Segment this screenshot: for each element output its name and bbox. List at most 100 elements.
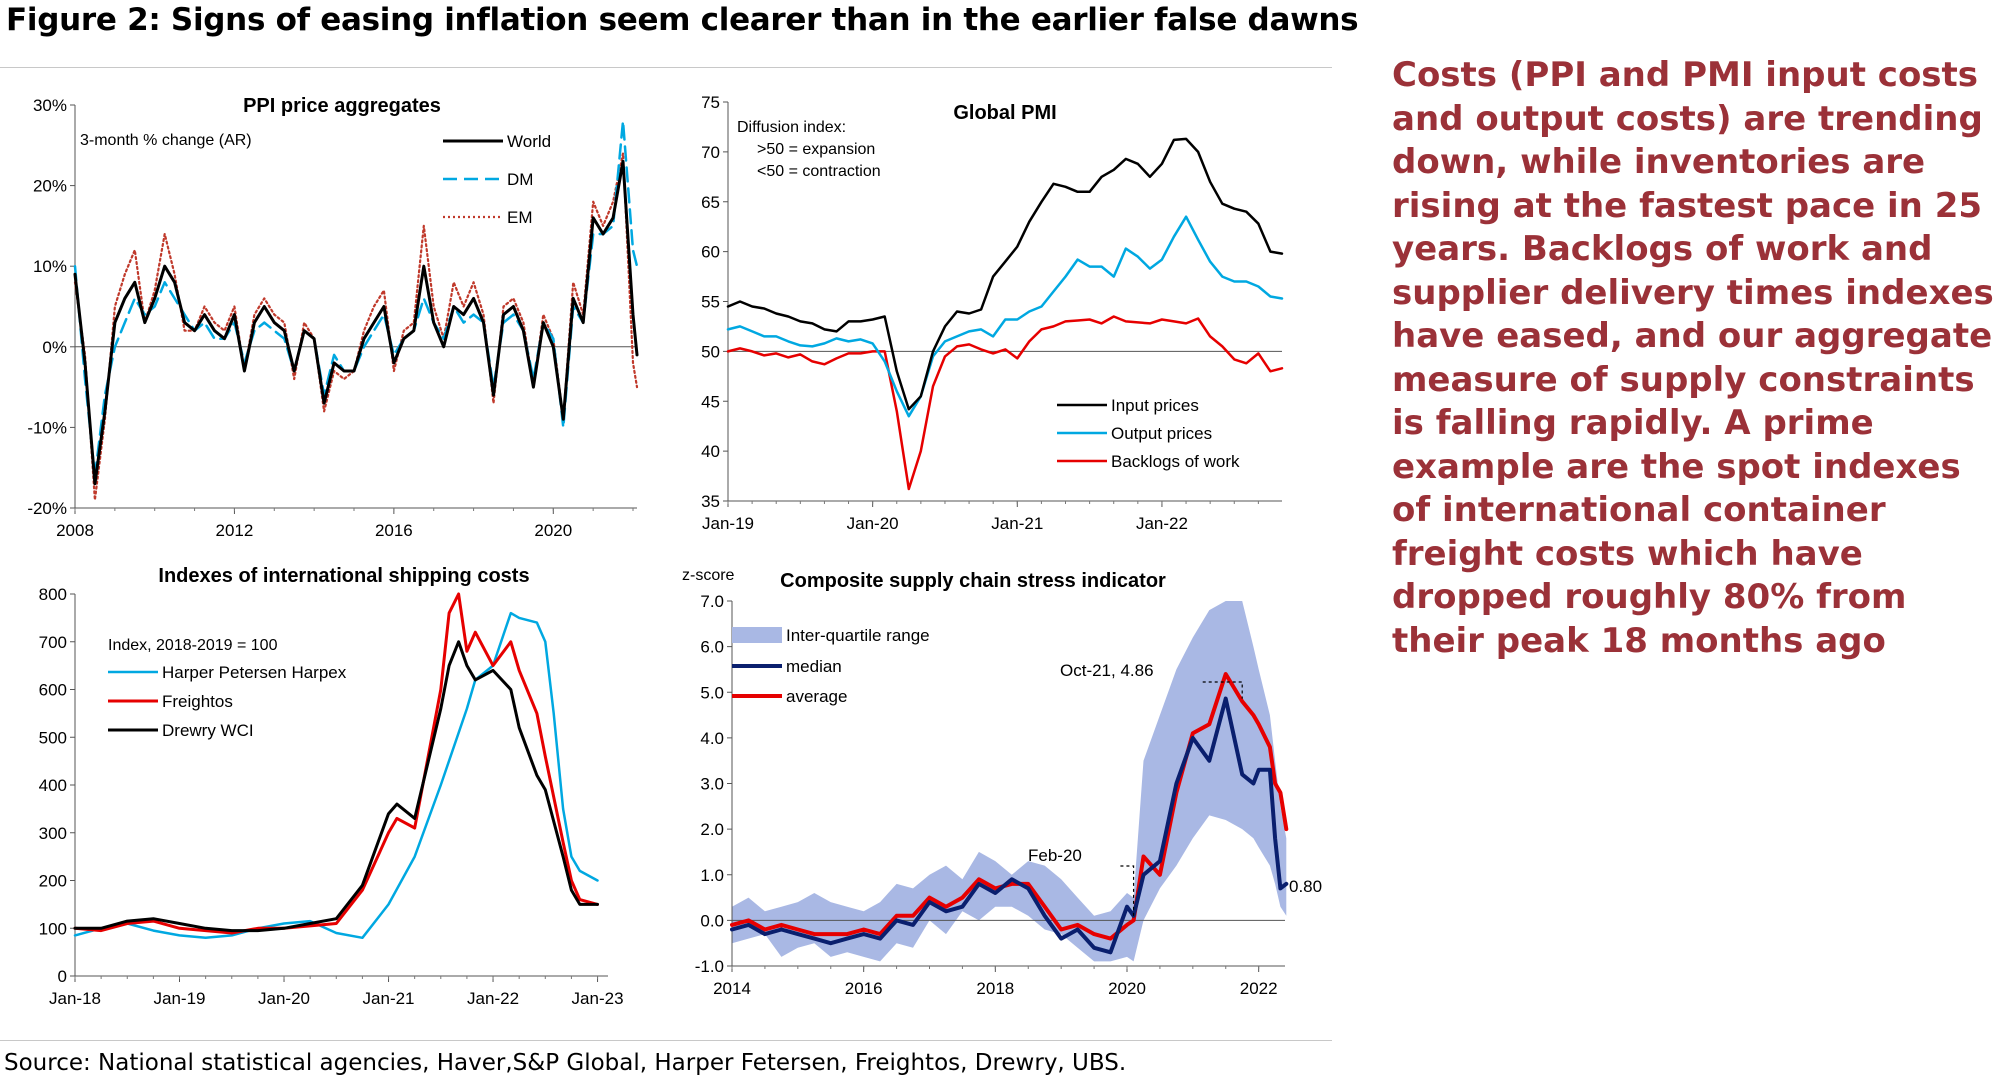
annotation-leader bbox=[1202, 681, 1243, 699]
y-tick-label: 35 bbox=[701, 492, 720, 511]
source-note: Source: National statistical agencies, H… bbox=[4, 1050, 1127, 1076]
annotation-label: Oct-21, 4.86 bbox=[1060, 661, 1154, 680]
y-tick-label: 55 bbox=[701, 293, 720, 312]
series-line-freightos bbox=[73, 592, 599, 935]
ppi-chart: PPI price aggregates 3-month % change (A… bbox=[27, 95, 639, 540]
annotation-label: 0.80 bbox=[1289, 877, 1322, 896]
y-tick-label: 1.0 bbox=[700, 866, 724, 885]
series-line-median bbox=[730, 696, 1289, 955]
chart-note-line: <50 = contraction bbox=[757, 163, 881, 180]
x-tick-label: Jan-22 bbox=[467, 989, 519, 1008]
legend-label: average bbox=[786, 687, 847, 706]
top-divider bbox=[0, 67, 1332, 68]
inter-quartile-band bbox=[732, 601, 1287, 962]
y-tick-label: -10% bbox=[27, 418, 67, 437]
x-tick-label: 2016 bbox=[845, 979, 883, 998]
x-tick-label: Jan-21 bbox=[363, 989, 415, 1008]
legend-label: EM bbox=[507, 208, 533, 227]
y-tick-label: 20% bbox=[33, 177, 67, 196]
chart-note-line: >50 = expansion bbox=[757, 141, 875, 158]
legend-swatch bbox=[732, 627, 782, 643]
chart-note: 3-month % change (AR) bbox=[80, 132, 252, 149]
y-tick-label: 7.0 bbox=[700, 592, 724, 611]
y-tick-label: 75 bbox=[701, 93, 720, 112]
x-tick-label: 2020 bbox=[534, 521, 572, 540]
y-tick-label: 0.0 bbox=[700, 911, 724, 930]
y-tick-label: 300 bbox=[39, 824, 67, 843]
y-tick-label: 0 bbox=[58, 967, 67, 986]
figure-title: Figure 2: Signs of easing inflation seem… bbox=[6, 2, 1359, 38]
x-tick-label: Jan-18 bbox=[49, 989, 101, 1008]
legend-label: Output prices bbox=[1111, 424, 1212, 443]
y-tick-label: 10% bbox=[33, 257, 67, 276]
commentary-text: Costs (PPI and PMI input costs and outpu… bbox=[1392, 55, 1994, 661]
annotation-leader bbox=[1120, 865, 1135, 916]
series-line-average bbox=[730, 672, 1289, 941]
y-tick-label: 45 bbox=[701, 392, 720, 411]
x-tick-label: Jan-20 bbox=[258, 989, 310, 1008]
annotation-label: Feb-20 bbox=[1028, 846, 1082, 865]
series-line-dm bbox=[73, 119, 639, 478]
y-tick-label: 65 bbox=[701, 193, 720, 212]
legend-label: Freightos bbox=[162, 692, 233, 711]
series-line-harper-petersen-harpex bbox=[73, 611, 599, 940]
pmi-chart: Global PMI Diffusion index: >50 = expans… bbox=[701, 93, 1284, 533]
legend-label: Drewry WCI bbox=[162, 721, 254, 740]
y-tick-label: 800 bbox=[39, 585, 67, 604]
y-tick-label: 0% bbox=[42, 338, 67, 357]
x-tick-label: 2020 bbox=[1108, 979, 1146, 998]
legend-label: DM bbox=[507, 170, 533, 189]
chart-note-line: Diffusion index: bbox=[737, 119, 846, 136]
legend-label: median bbox=[786, 657, 842, 676]
y-tick-label: 60 bbox=[701, 243, 720, 262]
x-tick-label: Jan-22 bbox=[1136, 514, 1188, 533]
shipping-costs-chart: Indexes of international shipping costs … bbox=[39, 565, 624, 1008]
y-tick-label: 30% bbox=[33, 96, 67, 115]
y-tick-label: 500 bbox=[39, 728, 67, 747]
x-tick-label: Jan-23 bbox=[572, 989, 624, 1008]
legend-label: World bbox=[507, 132, 551, 151]
x-tick-label: 2008 bbox=[56, 521, 94, 540]
x-tick-label: Jan-20 bbox=[847, 514, 899, 533]
y-tick-label: 5.0 bbox=[700, 683, 724, 702]
supply-chain-stress-chart: Composite supply chain stress indicator … bbox=[682, 567, 1322, 998]
legend-label: Input prices bbox=[1111, 396, 1199, 415]
y-tick-label: 40 bbox=[701, 442, 720, 461]
series-line-em bbox=[73, 152, 639, 501]
y-axis-label: z-score bbox=[682, 567, 735, 584]
series-line-backlogs-of-work bbox=[726, 315, 1284, 491]
y-tick-label: 700 bbox=[39, 633, 67, 652]
x-tick-label: 2014 bbox=[713, 979, 751, 998]
x-tick-label: 2018 bbox=[976, 979, 1014, 998]
chart-title: Composite supply chain stress indicator bbox=[780, 570, 1166, 592]
y-tick-label: -1.0 bbox=[695, 957, 724, 976]
legend-label: Backlogs of work bbox=[1111, 452, 1240, 471]
series-line-output-prices bbox=[726, 215, 1284, 418]
y-tick-label: 400 bbox=[39, 776, 67, 795]
y-tick-label: 50 bbox=[701, 342, 720, 361]
series-line-input-prices bbox=[726, 137, 1284, 411]
chart-title: Indexes of international shipping costs bbox=[158, 565, 529, 587]
y-tick-label: 3.0 bbox=[700, 775, 724, 794]
y-tick-label: 4.0 bbox=[700, 729, 724, 748]
x-tick-label: Jan-19 bbox=[154, 989, 206, 1008]
y-tick-label: 100 bbox=[39, 919, 67, 938]
x-tick-label: 2012 bbox=[216, 521, 254, 540]
y-tick-label: 200 bbox=[39, 872, 67, 891]
y-tick-label: 70 bbox=[701, 143, 720, 162]
chart-title: Global PMI bbox=[953, 102, 1056, 124]
chart-note: Index, 2018-2019 = 100 bbox=[108, 637, 278, 654]
x-tick-label: Jan-21 bbox=[991, 514, 1043, 533]
y-tick-label: -20% bbox=[27, 499, 67, 518]
chart-title: PPI price aggregates bbox=[243, 95, 441, 117]
x-tick-label: Jan-19 bbox=[702, 514, 754, 533]
series-line-drewry-wci bbox=[73, 640, 599, 933]
legend-label: Inter-quartile range bbox=[786, 626, 930, 645]
y-tick-label: 6.0 bbox=[700, 638, 724, 657]
y-tick-label: 600 bbox=[39, 681, 67, 700]
x-tick-label: 2016 bbox=[375, 521, 413, 540]
bottom-divider bbox=[0, 1040, 1332, 1041]
legend-label: Harper Petersen Harpex bbox=[162, 663, 347, 682]
series-line-world bbox=[73, 159, 639, 486]
y-tick-label: 2.0 bbox=[700, 820, 724, 839]
